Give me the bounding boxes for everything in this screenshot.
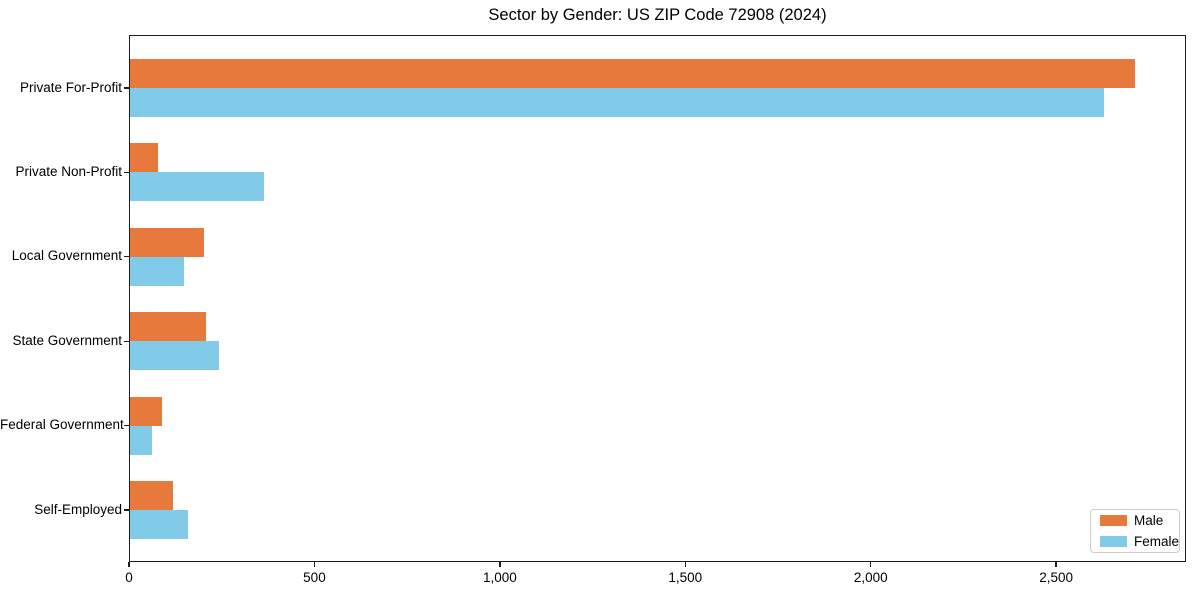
bar-male <box>130 59 1136 88</box>
y-axis-tick <box>124 509 129 511</box>
chart-title: Sector by Gender: US ZIP Code 72908 (202… <box>488 6 827 24</box>
y-axis-label: Federal Government <box>0 417 124 433</box>
bar-male <box>130 481 173 510</box>
y-axis-tick <box>124 424 129 427</box>
x-axis-tick <box>684 562 686 567</box>
bar-female <box>130 425 153 455</box>
y-axis-label: Private Non-Profit <box>15 163 122 179</box>
y-axis-label: Local Government <box>11 248 122 264</box>
x-axis-tick-label: 0 <box>125 570 133 585</box>
bar-male <box>130 227 205 257</box>
bar-male <box>130 396 162 426</box>
x-axis-tick <box>128 562 130 567</box>
bar-female <box>130 256 184 286</box>
legend: Male Female <box>1090 509 1180 553</box>
x-axis-tick <box>499 562 501 567</box>
x-axis-tick <box>1055 562 1057 567</box>
y-axis-tick <box>124 256 129 258</box>
bar-female <box>130 510 188 539</box>
legend-swatch-male <box>1100 515 1127 526</box>
y-axis-tick <box>124 340 129 342</box>
legend-swatch-female <box>1100 536 1127 547</box>
bar-female <box>130 88 1104 117</box>
y-axis-tick <box>124 87 129 89</box>
bar-male <box>130 312 206 342</box>
x-axis-tick-label: 500 <box>303 570 326 585</box>
legend-item-female: Female <box>1091 531 1179 552</box>
y-axis-label: State Government <box>12 332 122 348</box>
plot-area <box>124 35 1186 562</box>
y-axis-tick <box>124 171 129 174</box>
bar-male <box>130 143 158 173</box>
bar-female <box>130 172 264 202</box>
x-axis-tick-label: 2,000 <box>853 570 888 585</box>
x-axis-tick-label: 2,500 <box>1039 570 1074 585</box>
y-axis-label: Private For-Profit <box>19 79 122 95</box>
y-axis-label: Self-Employed <box>34 501 122 517</box>
legend-item-male: Male <box>1091 510 1179 531</box>
x-axis-tick <box>870 562 872 567</box>
legend-label: Male <box>1134 513 1164 528</box>
x-axis-tick-label: 1,000 <box>482 570 517 585</box>
bar-female <box>130 341 219 371</box>
x-axis-tick <box>313 562 316 567</box>
legend-label: Female <box>1134 534 1180 549</box>
x-axis-tick-label: 1,500 <box>668 570 703 585</box>
